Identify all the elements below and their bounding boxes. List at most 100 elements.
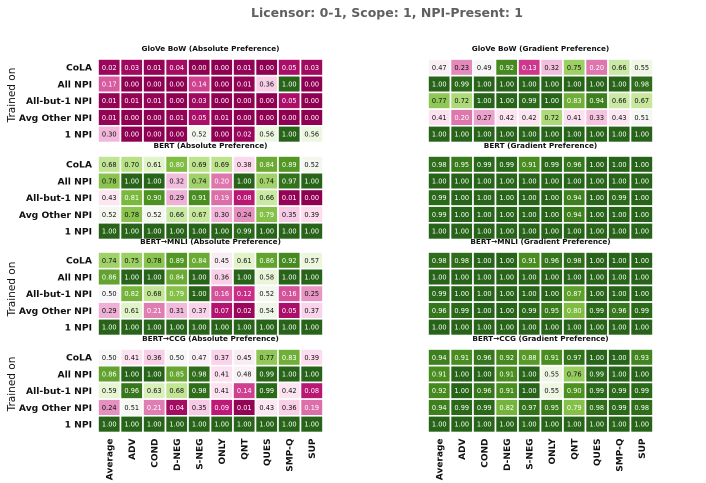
cell-value: 1.00 <box>522 194 537 202</box>
cell-value: 0.99 <box>499 161 514 169</box>
cell-value: 0.00 <box>282 114 297 122</box>
cell-value: 1.00 <box>612 273 627 281</box>
cell-value: 0.61 <box>237 257 252 265</box>
cell-value: 1.00 <box>567 273 582 281</box>
cell-value: 1.00 <box>477 421 492 429</box>
cell-value: 1.00 <box>612 421 627 429</box>
cell-value: 0.55 <box>634 64 649 72</box>
cell-value: 1.00 <box>612 228 627 236</box>
cell-value: 1.00 <box>454 387 469 395</box>
cell-value: 0.00 <box>192 64 207 72</box>
cell-value: 1.00 <box>634 324 649 332</box>
cell-value: 1.00 <box>282 131 297 139</box>
cell-value: 0.74 <box>192 177 207 185</box>
cell-value: 0.96 <box>477 354 492 362</box>
cell-value: 0.03 <box>192 97 207 105</box>
y-axis-label: Trained on <box>6 357 18 413</box>
cell-value: 0.47 <box>432 64 447 72</box>
column-label: SUP <box>638 438 648 459</box>
cell-value: 1.00 <box>499 211 514 219</box>
cell-value: 0.97 <box>282 177 297 185</box>
cell-value: 0.00 <box>124 114 139 122</box>
cell-value: 1.00 <box>237 421 252 429</box>
cell-value: 1.00 <box>522 177 537 185</box>
cell-value: 1.00 <box>304 370 319 378</box>
column-label: COND <box>150 439 160 468</box>
cell-value: 0.99 <box>634 307 649 315</box>
cell-value: 0.45 <box>214 257 229 265</box>
cell-value: 1.00 <box>544 194 559 202</box>
cell-value: 0.01 <box>102 97 117 105</box>
cell-value: 1.00 <box>237 324 252 332</box>
cell-value: 0.81 <box>124 194 139 202</box>
cell-value: 1.00 <box>282 421 297 429</box>
cell-value: 1.00 <box>544 273 559 281</box>
column-label: ONLY <box>218 438 228 465</box>
cell-value: 0.98 <box>634 404 649 412</box>
cell-value: 0.77 <box>432 97 447 105</box>
cell-value: 0.99 <box>522 97 537 105</box>
cell-value: 0.99 <box>454 80 469 88</box>
cell-value: 1.00 <box>589 211 604 219</box>
cell-value: 1.00 <box>169 421 184 429</box>
row-label: Avg Other NPI <box>19 113 92 124</box>
cell-value: 1.00 <box>567 324 582 332</box>
cell-value: 1.00 <box>634 421 649 429</box>
cell-value: 0.02 <box>102 64 117 72</box>
cell-value: 1.00 <box>544 97 559 105</box>
column-label: D-NEG <box>173 439 183 471</box>
cell-value: 1.00 <box>259 228 274 236</box>
cell-value: 0.88 <box>522 354 537 362</box>
cell-value: 0.24 <box>237 211 252 219</box>
cell-value: 0.03 <box>304 64 319 72</box>
cell-value: 0.19 <box>304 404 319 412</box>
cell-value: 0.74 <box>259 177 274 185</box>
cell-value: 1.00 <box>589 228 604 236</box>
panel-title: BERT→CCG (Gradient Preference) <box>472 334 608 343</box>
column-label: QUES <box>263 439 273 467</box>
cell-value: 0.97 <box>567 354 582 362</box>
row-label: Avg Other NPI <box>19 306 92 317</box>
cell-value: 0.00 <box>237 97 252 105</box>
cell-value: 1.00 <box>544 290 559 298</box>
cell-value: 0.94 <box>567 211 582 219</box>
cell-value: 0.39 <box>304 211 319 219</box>
cell-value: 1.00 <box>237 273 252 281</box>
cell-value: 0.31 <box>169 307 184 315</box>
panel-title: BERT→MNLI (Gradient Preference) <box>470 237 610 246</box>
cell-value: 1.00 <box>522 211 537 219</box>
cell-value: 1.00 <box>237 177 252 185</box>
row-label: All NPI <box>58 176 92 187</box>
cell-value: 0.32 <box>169 177 184 185</box>
cell-value: 0.13 <box>522 64 537 72</box>
cell-value: 1.00 <box>147 177 162 185</box>
cell-value: 1.00 <box>522 273 537 281</box>
cell-value: 0.08 <box>304 387 319 395</box>
cell-value: 1.00 <box>192 421 207 429</box>
cell-value: 1.00 <box>522 290 537 298</box>
cell-value: 1.00 <box>147 421 162 429</box>
cell-value: 0.17 <box>102 80 117 88</box>
cell-value: 0.74 <box>102 257 117 265</box>
cell-value: 0.00 <box>259 97 274 105</box>
cell-value: 1.00 <box>147 228 162 236</box>
cell-value: 1.00 <box>567 177 582 185</box>
cell-value: 0.78 <box>102 177 117 185</box>
cell-value: 0.99 <box>477 404 492 412</box>
cell-value: 1.00 <box>522 387 537 395</box>
cell-value: 1.00 <box>454 211 469 219</box>
cell-value: 0.99 <box>454 307 469 315</box>
panel-title: BERT (Absolute Preference) <box>154 141 268 150</box>
cell-value: 0.48 <box>237 370 252 378</box>
cell-value: 0.87 <box>567 290 582 298</box>
cell-value: 0.86 <box>102 273 117 281</box>
cell-value: 1.00 <box>499 177 514 185</box>
cell-value: 1.00 <box>124 273 139 281</box>
figure-title: Licensor: 0-1, Scope: 1, NPI-Present: 1 <box>251 5 523 20</box>
cell-value: 0.00 <box>214 64 229 72</box>
cell-value: 0.16 <box>214 290 229 298</box>
cell-value: 0.92 <box>282 257 297 265</box>
x-axis-labels: Average ADV COND D-NEG S-NEG ONLY QNT QUES SMP-Q… <box>105 438 648 481</box>
cell-value: 0.86 <box>259 257 274 265</box>
